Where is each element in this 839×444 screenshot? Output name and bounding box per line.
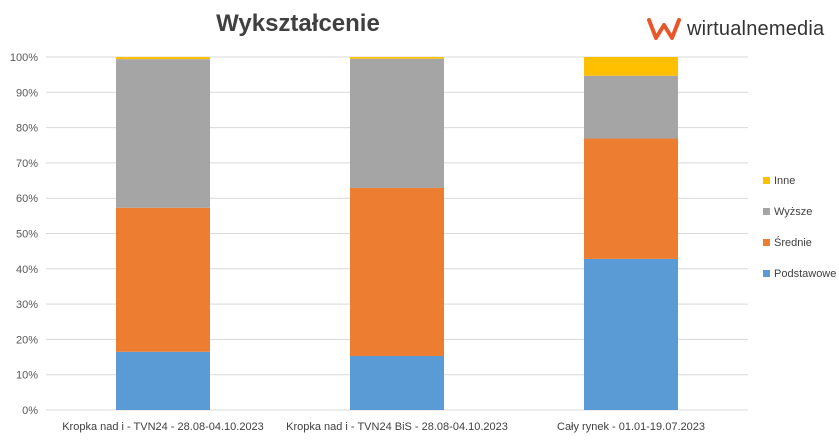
- legend-label: Inne: [774, 175, 795, 187]
- x-axis: Kropka nad i - TVN24 - 28.08-04.10.2023 K…: [62, 421, 705, 433]
- legend-label: Wyższe: [774, 206, 812, 218]
- bar-segment: [350, 355, 444, 410]
- legend-label: Podstawowe: [774, 268, 836, 280]
- legend-swatch: [763, 208, 770, 215]
- y-axis: 0% 10% 20% 30% 40% 50% 60% 70% 80% 90% 100%: [10, 52, 38, 417]
- y-tick-label: 70%: [16, 158, 38, 170]
- y-tick-label: 20%: [16, 334, 38, 346]
- bar-segment: [584, 258, 678, 410]
- y-tick-label: 40%: [16, 264, 38, 276]
- bar-segment: [116, 207, 210, 352]
- bar-segment: [350, 187, 444, 356]
- legend-swatch: [763, 177, 770, 184]
- y-tick-label: 60%: [16, 193, 38, 205]
- legend: Inne Wyższe Średnie Podstawowe: [763, 175, 836, 280]
- bar-segment: [350, 58, 444, 188]
- y-tick-label: 30%: [16, 299, 38, 311]
- bar-segment: [584, 75, 678, 139]
- legend-swatch: [763, 239, 770, 246]
- chart-title: Wykształcenie: [216, 10, 380, 37]
- legend-swatch: [763, 270, 770, 277]
- bar-segment: [584, 57, 678, 76]
- logo-text: wirtualnemedia: [687, 17, 825, 40]
- bar-segment: [116, 59, 210, 208]
- bars: [116, 57, 678, 410]
- y-tick-label: 90%: [16, 87, 38, 99]
- wirtualnemedia-logo: wirtualnemedia: [647, 16, 824, 42]
- y-tick-label: 50%: [16, 229, 38, 241]
- y-tick-label: 100%: [10, 52, 38, 64]
- bar-segment: [116, 351, 210, 410]
- x-category-label: Cały rynek - 01.01-19.07.2023: [557, 421, 705, 433]
- legend-label: Średnie: [774, 236, 812, 249]
- y-tick-label: 10%: [16, 370, 38, 382]
- x-category-label: Kropka nad i - TVN24 - 28.08-04.10.2023: [62, 421, 264, 433]
- wirtualnemedia-logo-icon: [647, 18, 681, 40]
- y-tick-label: 0%: [22, 405, 38, 417]
- y-tick-label: 80%: [16, 123, 38, 135]
- bar-segment: [584, 138, 678, 259]
- x-category-label: Kropka nad i - TVN24 BiS - 28.08-04.10.2…: [286, 421, 508, 433]
- bar-segment: [116, 57, 210, 60]
- bar-segment: [350, 57, 444, 59]
